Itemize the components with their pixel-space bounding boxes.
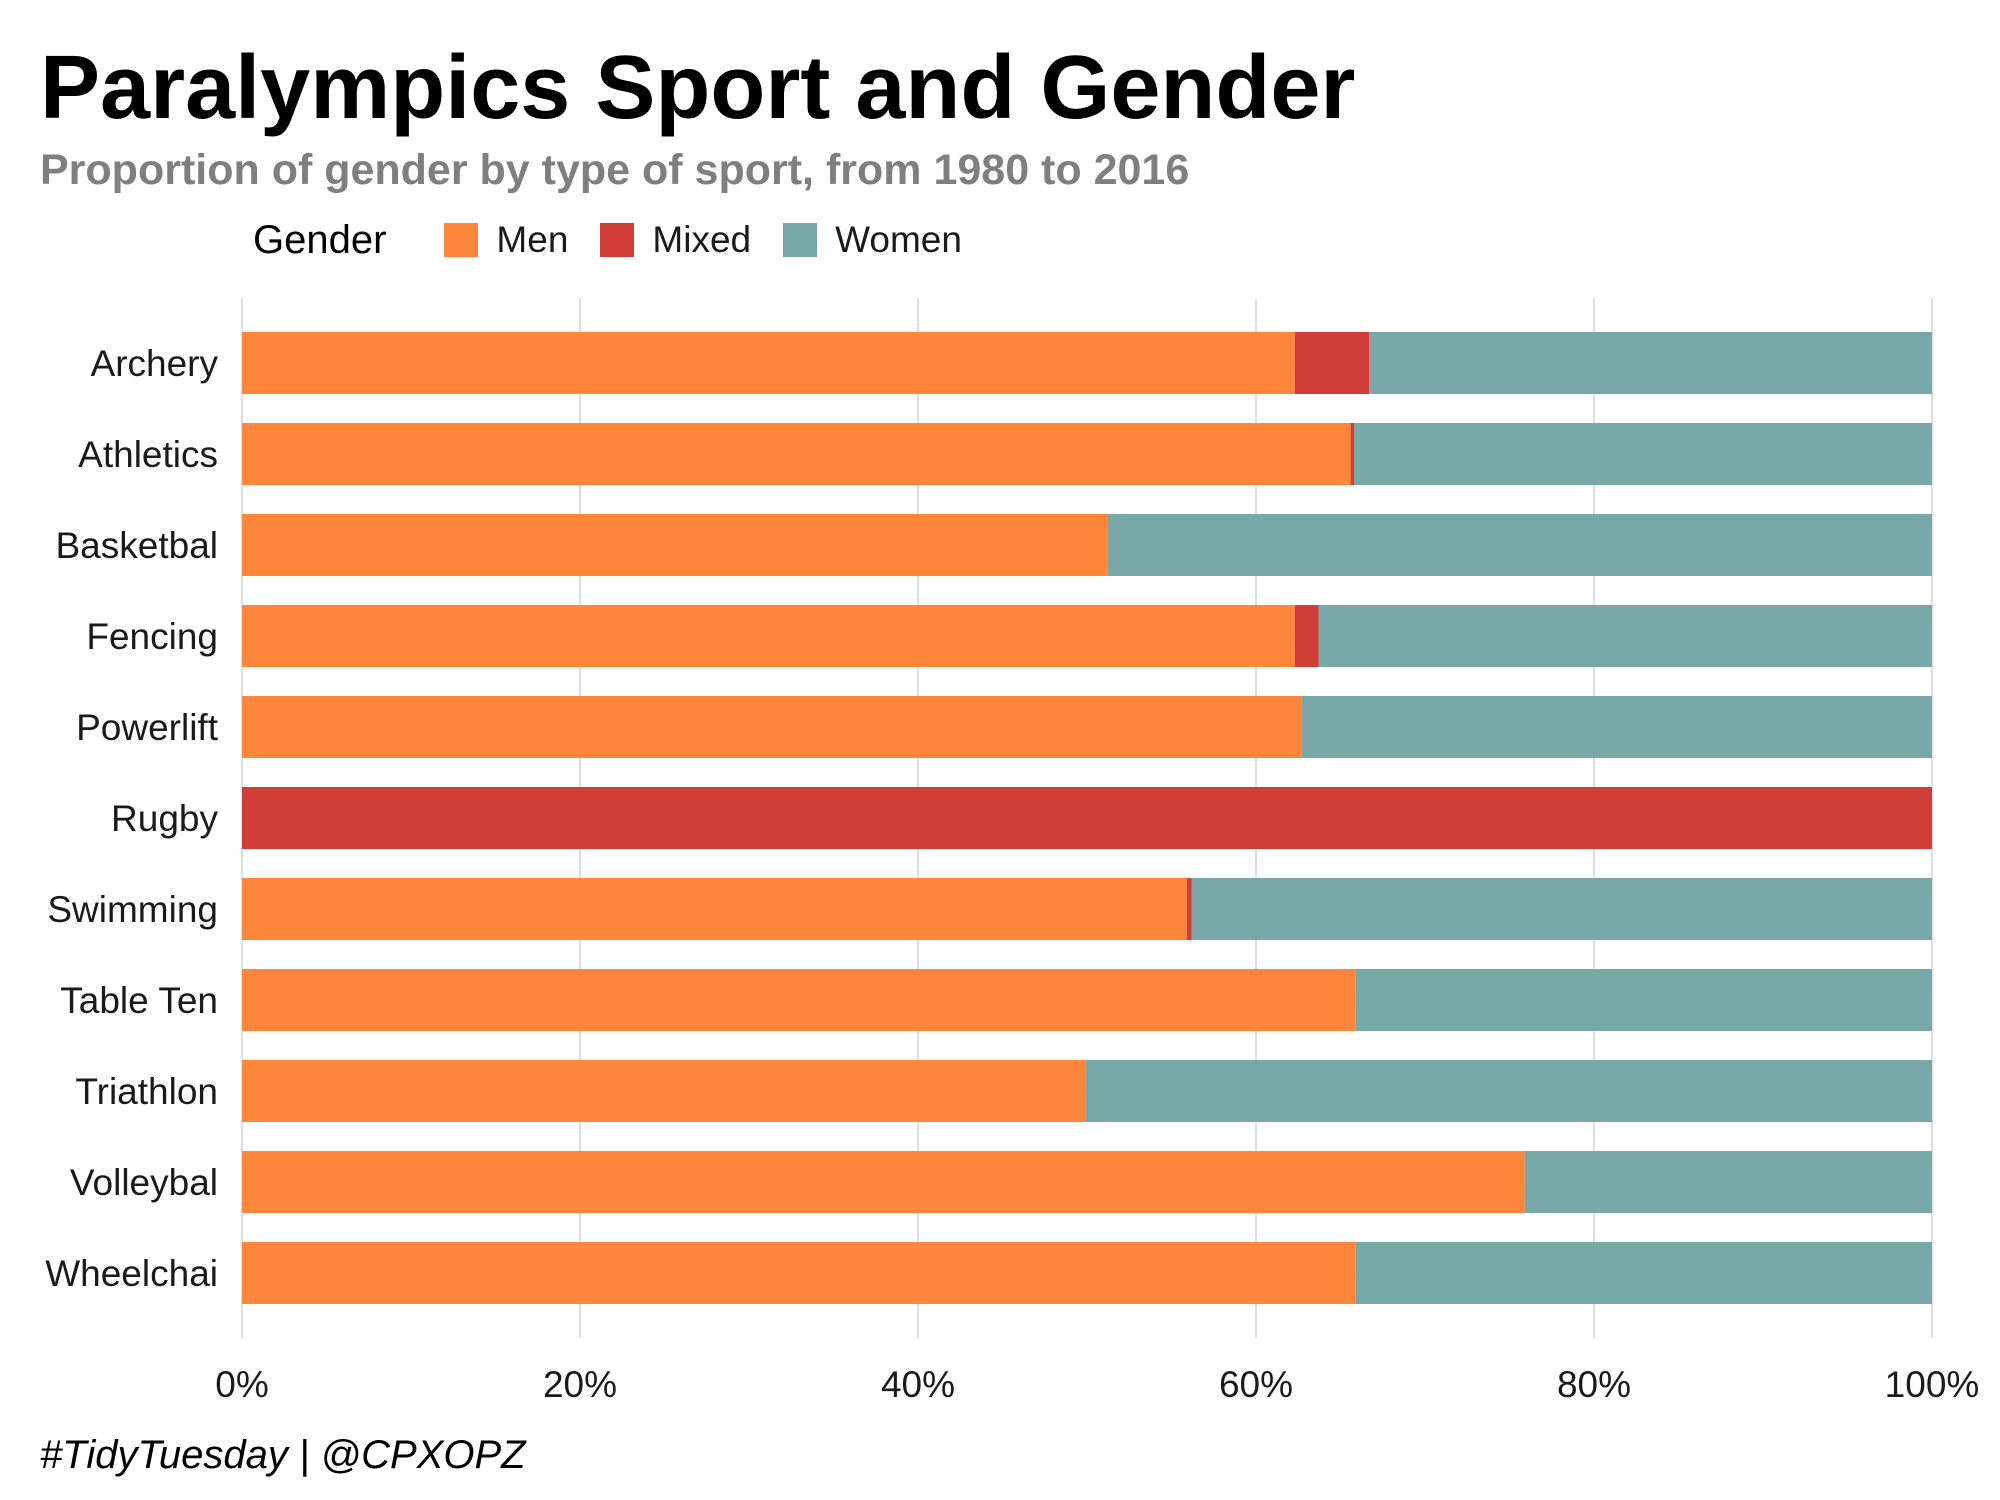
bar-rugby-mixed: [242, 787, 1932, 849]
y-tick-label: Athletics: [78, 434, 218, 475]
chart-title: Paralympics Sport and Gender: [40, 38, 1356, 138]
y-tick-label: Table Ten: [60, 980, 218, 1021]
bar-swimming-women: [1191, 878, 1932, 940]
x-axis-labels: 0% 20% 40% 60% 80% 100%: [215, 1364, 1979, 1405]
legend-label-women: Women: [835, 219, 962, 260]
bar-wheelchai-women: [1355, 1242, 1932, 1304]
y-tick-label: Powerlift: [76, 707, 219, 748]
bar-fencing-mixed: [1294, 605, 1319, 667]
bar-athletics-mixed: [1350, 423, 1355, 485]
y-tick-label: Triathlon: [75, 1071, 218, 1112]
legend-title: Gender: [253, 217, 387, 262]
bar-triathlon-men: [242, 1060, 1086, 1122]
legend-swatch-men: [444, 223, 479, 257]
y-tick-label: Basketbal: [56, 525, 219, 566]
bar-wheelchai-men: [242, 1242, 1356, 1304]
bar-basketbal-women: [1107, 514, 1932, 576]
y-tick-label: Rugby: [111, 798, 218, 839]
legend: Gender Men Mixed Women: [253, 215, 994, 265]
legend-item-men: Men: [444, 219, 568, 261]
bar-powerlift-women: [1301, 696, 1932, 758]
bar-athletics-men: [242, 423, 1351, 485]
y-axis-labels: Archery Athletics Basketbal Fencing Powerlif…: [45, 343, 218, 1294]
x-tick-label: 0%: [215, 1364, 268, 1405]
legend-item-women: Women: [783, 219, 962, 261]
bar-swimming-men: [242, 878, 1187, 940]
y-tick-label: Volleybal: [70, 1162, 218, 1203]
x-tick-label: 40%: [881, 1364, 955, 1405]
bar-table-ten-men: [242, 969, 1356, 1031]
bar-swimming-mixed: [1186, 878, 1192, 940]
legend-label-mixed: Mixed: [652, 219, 752, 260]
x-tick-label: 20%: [543, 1364, 617, 1405]
y-tick-label: Swimming: [47, 889, 218, 930]
bar-table-ten-women: [1355, 969, 1932, 1031]
bar-volleybal-men: [242, 1151, 1525, 1213]
bar-athletics-women: [1354, 423, 1932, 485]
bar-basketbal-men: [242, 514, 1108, 576]
caption: #TidyTuesday | @CPXOPZ: [40, 1433, 526, 1477]
bar-volleybal-women: [1524, 1151, 1932, 1213]
bar-archery-men: [242, 332, 1295, 394]
bar-archery-mixed: [1294, 332, 1370, 394]
y-tick-label: Archery: [91, 343, 219, 384]
x-tick-label: 80%: [1557, 1364, 1631, 1405]
bar-powerlift-men: [242, 696, 1302, 758]
legend-label-men: Men: [496, 219, 569, 260]
bar-triathlon-women: [1085, 1060, 1932, 1122]
x-tick-label: 60%: [1219, 1364, 1293, 1405]
x-tick-label: 100%: [1885, 1364, 1980, 1405]
y-tick-label: Wheelchai: [45, 1253, 218, 1294]
chart-subtitle: Proportion of gender by type of sport, f…: [40, 146, 1190, 194]
bars: [242, 332, 1932, 1304]
legend-swatch-women: [783, 223, 818, 257]
bar-fencing-men: [242, 605, 1295, 667]
bar-archery-women: [1369, 332, 1932, 394]
legend-item-mixed: Mixed: [600, 219, 751, 261]
bar-fencing-women: [1318, 605, 1932, 667]
legend-swatch-mixed: [600, 223, 635, 257]
y-tick-label: Fencing: [86, 616, 218, 657]
